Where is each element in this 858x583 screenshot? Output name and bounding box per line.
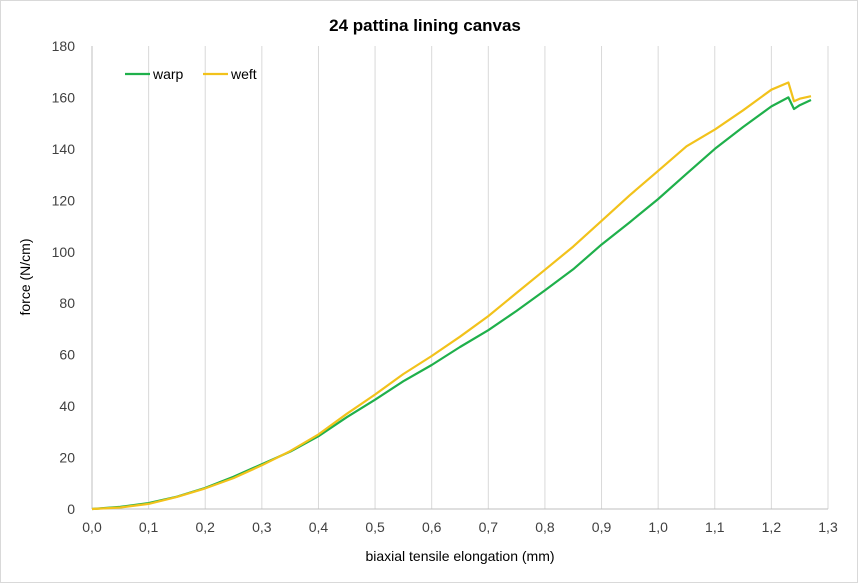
x-tick-label: 0,8 — [535, 519, 555, 535]
y-tick-label: 100 — [52, 244, 76, 260]
x-tick-label: 0,4 — [309, 519, 329, 535]
x-tick-label: 1,1 — [705, 519, 725, 535]
y-tick-label: 20 — [59, 450, 75, 466]
legend: warp weft — [125, 66, 257, 82]
y-tick-label: 80 — [59, 295, 75, 311]
x-axis-title: biaxial tensile elongation (mm) — [365, 548, 554, 564]
y-tick-label: 120 — [52, 192, 76, 208]
x-tick-label: 0,1 — [139, 519, 159, 535]
x-tick-label: 0,0 — [82, 519, 102, 535]
y-axis-title: force (N/cm) — [17, 239, 33, 316]
y-tick-label: 180 — [52, 38, 76, 54]
x-tick-label: 0,2 — [195, 519, 215, 535]
y-tick-label: 40 — [59, 398, 75, 414]
y-tick-label: 160 — [52, 89, 76, 105]
x-tick-label: 0,9 — [592, 519, 612, 535]
y-tick-label: 140 — [52, 141, 76, 157]
series-line-weft — [91, 81, 812, 511]
y-tick-label: 60 — [59, 347, 75, 363]
y-tick-label: 0 — [67, 501, 75, 517]
x-tick-label: 0,5 — [365, 519, 385, 535]
x-tick-label: 0,6 — [422, 519, 442, 535]
x-tick-label: 0,7 — [479, 519, 499, 535]
x-tick-label: 1,0 — [648, 519, 668, 535]
legend-label-warp: warp — [152, 66, 184, 82]
x-tick-label: 1,2 — [762, 519, 782, 535]
series-line-warp — [91, 96, 812, 511]
series-lines — [91, 81, 812, 511]
x-tick-labels: 0,0 0,1 0,2 0,3 0,4 0,5 0,6 0,7 0,8 0,9 1,0 1,1 1,2 1… — [82, 519, 838, 535]
axes — [91, 46, 828, 510]
gridlines — [148, 46, 829, 509]
legend-label-weft: weft — [230, 66, 257, 82]
x-tick-label: 1,3 — [818, 519, 838, 535]
y-tick-labels: 0 20 40 60 80 100 120 140 160 180 — [52, 38, 76, 517]
chart-title: 24 pattina lining canvas — [329, 16, 521, 35]
x-tick-label: 0,3 — [252, 519, 272, 535]
